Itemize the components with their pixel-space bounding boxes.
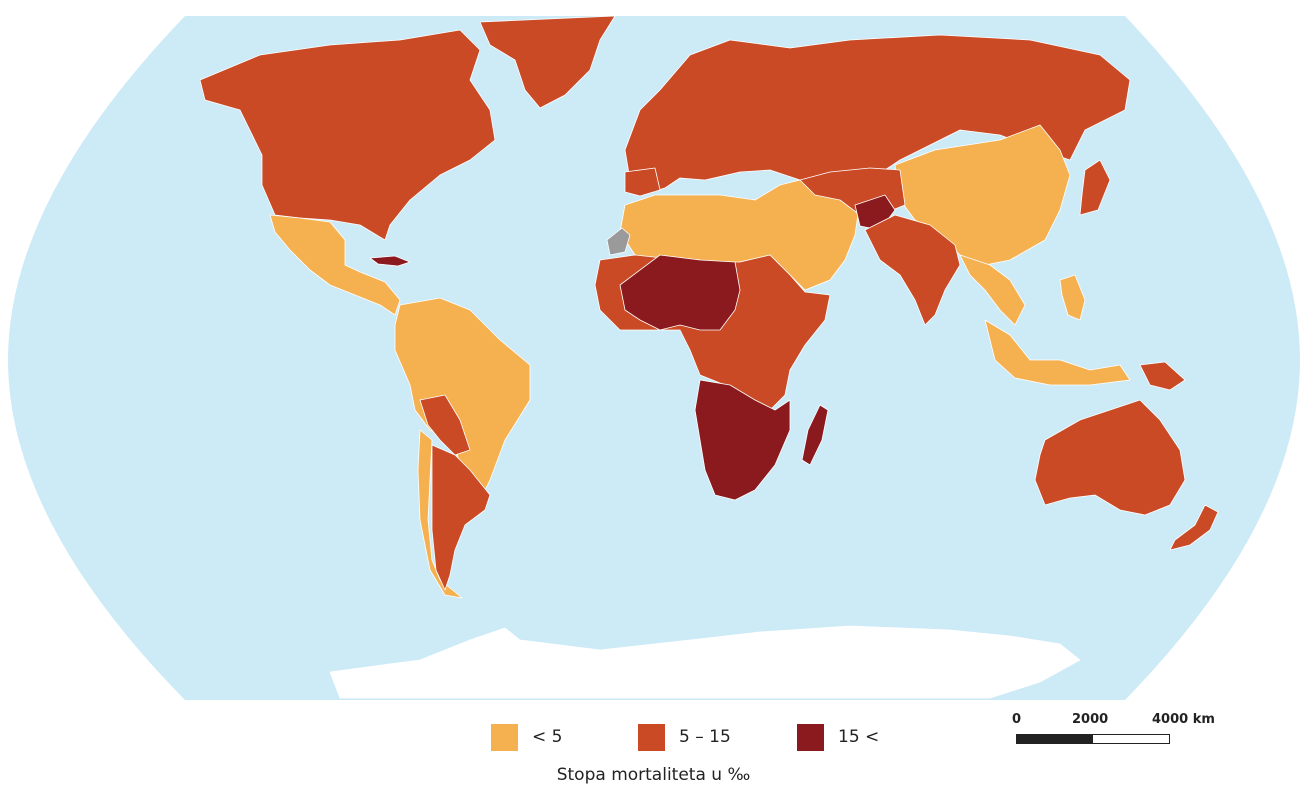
legend-swatch-high xyxy=(797,723,824,751)
region-mexico-central-america xyxy=(269,214,401,316)
legend-swatch-mid xyxy=(638,723,665,751)
legend-item-mid: 5 – 15 xyxy=(638,722,731,752)
region-bolivia-paraguay xyxy=(419,394,471,456)
scale-bar-fill xyxy=(1017,735,1093,743)
region-antarctica xyxy=(329,625,1081,699)
legend-swatch-low xyxy=(491,723,518,751)
region-sahel xyxy=(619,254,741,331)
region-greenland xyxy=(479,15,616,109)
scale-tick-4000: 4000 km xyxy=(1152,712,1215,727)
world-map xyxy=(8,15,1300,700)
region-southern-africa xyxy=(694,379,791,501)
legend-item-high: 15 < xyxy=(797,722,879,752)
region-argentina xyxy=(431,444,491,591)
scale-bar: 0 2000 4000 km xyxy=(1010,712,1230,752)
legend-item-low: < 5 xyxy=(491,722,562,752)
legend-title: Stopa mortaliteta u ‰ xyxy=(556,765,751,785)
map-canvas xyxy=(8,15,1300,700)
region-western-sahara xyxy=(606,227,631,256)
legend-label-high: 15 < xyxy=(838,727,880,747)
scale-bar-graphic xyxy=(1016,734,1170,744)
region-new-zealand xyxy=(1169,504,1219,551)
legend-label-low: < 5 xyxy=(532,727,563,747)
region-madagascar xyxy=(801,404,829,466)
region-philippines xyxy=(1059,274,1086,321)
region-indonesia xyxy=(984,319,1131,386)
scale-tick-0: 0 xyxy=(1012,712,1022,727)
region-south-asia xyxy=(864,214,961,326)
legend: < 5 5 – 15 15 < xyxy=(0,716,1307,756)
region-japan xyxy=(1079,159,1111,216)
region-southeast-asia xyxy=(959,254,1026,326)
region-papua-new-guinea xyxy=(1139,361,1186,391)
region-australia xyxy=(1034,399,1186,516)
scale-tick-2000: 2000 xyxy=(1072,712,1109,727)
region-iberia xyxy=(624,167,661,197)
legend-label-mid: 5 – 15 xyxy=(679,727,731,747)
region-caribbean xyxy=(369,255,411,267)
region-chile xyxy=(417,429,463,599)
region-north-america xyxy=(199,29,496,241)
